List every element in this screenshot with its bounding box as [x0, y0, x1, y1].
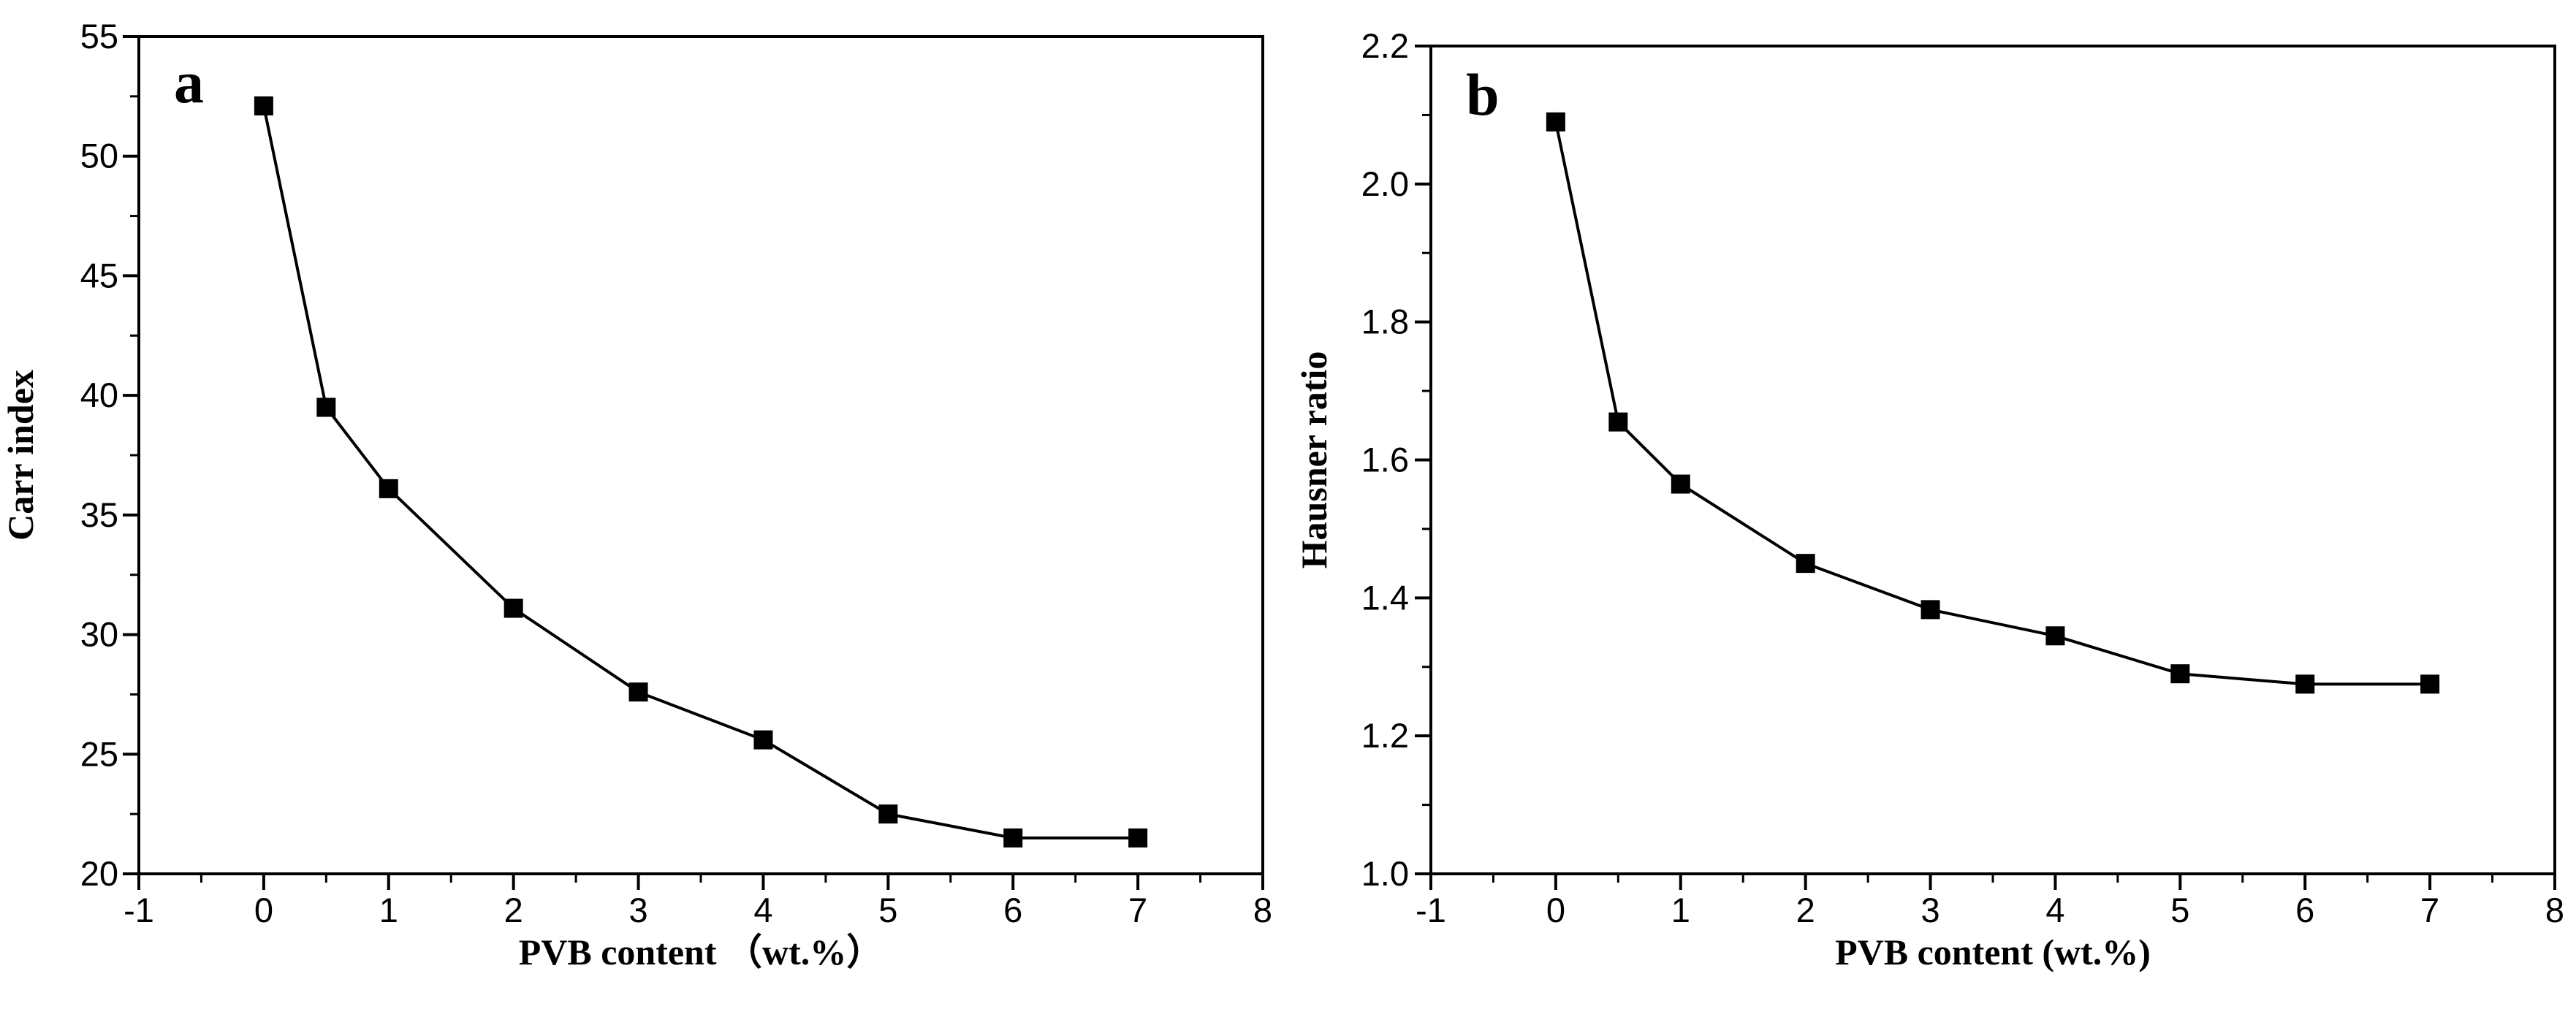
- chart-0-y-axis-title: Carr index: [0, 370, 41, 541]
- chart-0-x-tick-label: 4: [753, 891, 772, 929]
- chart-0-x-axis-title: PVB content （wt.%）: [519, 932, 884, 972]
- chart-1-y-tick-label: 1.2: [1361, 716, 1409, 755]
- chart-1-series-0-point: [2045, 626, 2065, 646]
- chart-0-series-0-line: [262, 105, 1139, 839]
- chart-1-y-tick-label: 1.4: [1361, 578, 1409, 617]
- chart-0-y-tick-label: 20: [80, 854, 118, 893]
- chart-0-series-0-point: [1128, 828, 1148, 848]
- chart-0-series-0-point: [379, 479, 398, 498]
- chart-1-x-tick-label: 3: [1920, 891, 1939, 929]
- chart-0-plot-frame: [137, 35, 1264, 875]
- chart-0-x-tick-label: 5: [878, 891, 897, 929]
- chart-1-x-tick-label: 2: [1796, 891, 1815, 929]
- chart-1-x-tick-label: 7: [2420, 891, 2439, 929]
- chart-0-series-0-point: [1003, 828, 1023, 848]
- chart-1-x-tick-label: 6: [2295, 891, 2314, 929]
- chart-0-x-tick-label: 8: [1253, 891, 1272, 929]
- chart-1-y-tick-label: 2.0: [1361, 164, 1409, 203]
- chart-1-plot-frame: [1429, 45, 2556, 875]
- chart-1-y-tick-label: 1.0: [1361, 854, 1409, 893]
- chart-0-series-0-point: [504, 598, 523, 618]
- chart-1-x-tick-label: 1: [1671, 891, 1690, 929]
- chart-0-y-tick-label: 50: [80, 137, 118, 175]
- chart-1-x-axis-title: PVB content (wt.%): [1835, 932, 2151, 972]
- chart-0-panel-label: a: [174, 49, 204, 115]
- chart-0-series-0-point: [316, 397, 336, 417]
- chart-1-x-tick-label: 5: [2170, 891, 2189, 929]
- chart-1-series-0-point: [1920, 600, 1940, 620]
- chart-1-series-0-point: [1796, 554, 1815, 574]
- chart-0-x-tick-label: 0: [254, 891, 273, 929]
- chart-0-y-tick-label: 40: [80, 376, 118, 414]
- chart-0-y-tick-label: 55: [80, 17, 118, 56]
- chart-1-series-0-point: [1608, 412, 1628, 432]
- chart-1-series-0-point: [2295, 674, 2315, 694]
- chart-1-x-tick-label: 8: [2545, 891, 2564, 929]
- chart-0-series-0-point: [878, 804, 898, 824]
- chart-1-series-0-point: [1671, 474, 1690, 494]
- chart-1-x-tick-label: 4: [2045, 891, 2064, 929]
- chart-0-y-tick-label: 25: [80, 734, 118, 773]
- chart-0-x-tick-label: 3: [628, 891, 647, 929]
- chart-1-y-tick-label: 1.8: [1361, 302, 1409, 341]
- chart-0-x-tick-label: -1: [124, 891, 154, 929]
- chart-0-series-0-point: [628, 682, 648, 702]
- chart-0-series-0-point: [753, 730, 773, 750]
- chart-1-y-axis-title: Hausner ratio: [1293, 351, 1334, 569]
- chart-1-series-0-point: [2420, 674, 2440, 694]
- chart-0-y-tick-label: 30: [80, 615, 118, 654]
- chart-1-y-tick-label: 2.2: [1361, 26, 1409, 65]
- chart-1-x-tick-label: 0: [1546, 891, 1565, 929]
- chart-1-series-0-point: [2170, 664, 2190, 684]
- chart-1-series-0-point: [1546, 112, 1565, 132]
- chart-1-panel-label: b: [1466, 61, 1500, 128]
- chart-1-y-tick-label: 1.6: [1361, 441, 1409, 479]
- chart-0-x-tick-label: 2: [504, 891, 523, 929]
- chart-0-x-tick-label: 7: [1128, 891, 1147, 929]
- chart-0-y-tick-label: 35: [80, 495, 118, 534]
- chart-1-series-0-line: [1554, 121, 2431, 686]
- chart-0-x-tick-label: 1: [379, 891, 398, 929]
- chart-0-x-tick-label: 6: [1003, 891, 1022, 929]
- chart-0-series-0-point: [254, 96, 273, 115]
- chart-1-x-tick-label: -1: [1416, 891, 1446, 929]
- chart-0-y-tick-label: 45: [80, 256, 118, 294]
